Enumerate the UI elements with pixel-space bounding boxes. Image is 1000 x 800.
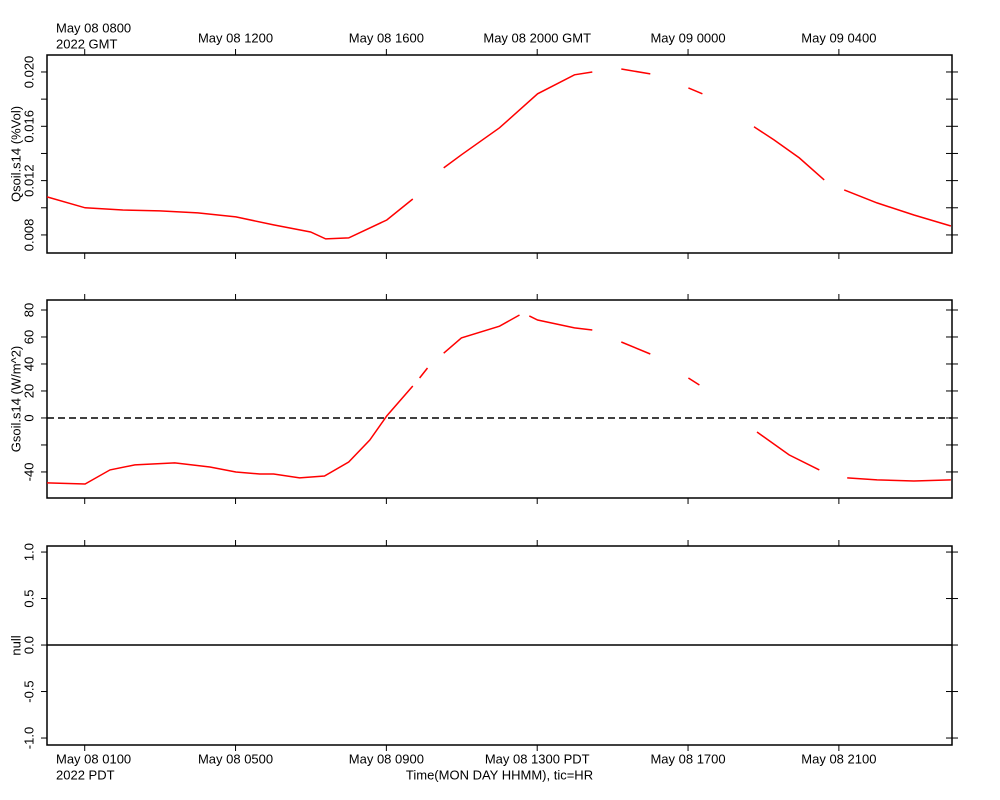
- y-tick-label: 0.5: [21, 590, 36, 608]
- x-tick-label: May 08 0800: [56, 20, 131, 35]
- y-tick-label: 20: [21, 384, 36, 398]
- x-tick-label: May 08 2100: [801, 751, 876, 766]
- y-tick-label: -40: [21, 463, 36, 482]
- y-tick-label: 40: [21, 357, 36, 371]
- y-tick-label: 80: [21, 303, 36, 317]
- x-tick-label: May 08 1200: [198, 30, 273, 45]
- x-tick-label: May 08 2000 GMT: [483, 30, 591, 45]
- y-tick-label: 0.008: [21, 219, 36, 252]
- x-axis-label: Time(MON DAY HHMM), tic=HR: [406, 767, 593, 782]
- y-axis-label: Gsoil.s14 (W/m^2): [8, 346, 23, 453]
- x-tick-label: May 08 1300 PDT: [485, 751, 590, 766]
- y-tick-label: 0.016: [21, 110, 36, 143]
- y-tick-label: 0.0: [21, 636, 36, 654]
- data-line: [46, 314, 951, 485]
- y-tick-label: 0: [21, 414, 36, 421]
- x-axis-note: 2022 GMT: [56, 36, 117, 51]
- y-axis-label: null: [8, 635, 23, 655]
- y-tick-label: 60: [21, 330, 36, 344]
- x-tick-label: May 09 0000: [650, 30, 725, 45]
- x-tick-label: May 08 0100: [56, 751, 131, 766]
- x-tick-label: May 08 1600: [349, 30, 424, 45]
- y-tick-label: 0.012: [21, 164, 36, 197]
- panel-frame: [46, 54, 953, 254]
- y-tick-label: 0.020: [21, 56, 36, 89]
- x-tick-label: May 08 0900: [349, 751, 424, 766]
- y-tick-label: -1.0: [21, 727, 36, 749]
- x-tick-label: May 09 0400: [801, 30, 876, 45]
- x-tick-label: May 08 0500: [198, 751, 273, 766]
- y-tick-label: -0.5: [21, 680, 36, 702]
- x-tick-label: May 08 1700: [650, 751, 725, 766]
- panel-frame: [46, 299, 953, 499]
- y-axis-label: Qsoil.s14 (%Vol): [8, 106, 23, 202]
- data-line: [46, 68, 952, 240]
- x-axis-note: 2022 PDT: [56, 767, 115, 782]
- y-tick-label: 1.0: [21, 543, 36, 561]
